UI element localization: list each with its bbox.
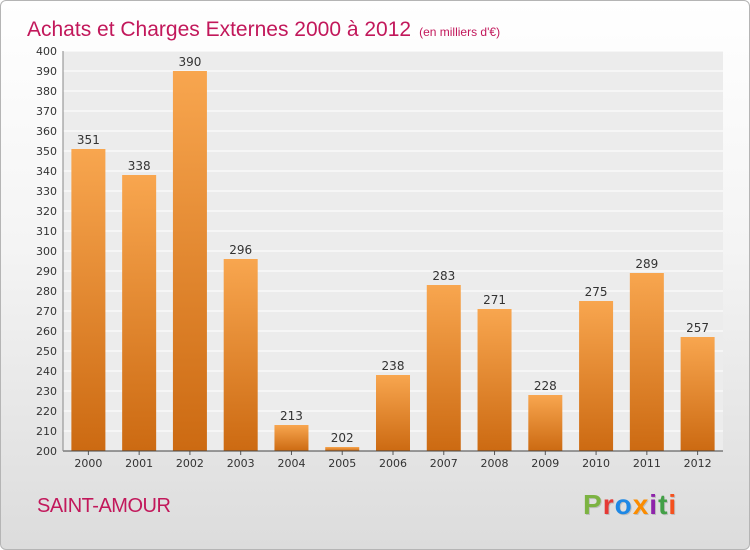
bar-value-label: 202 (331, 431, 354, 445)
bar-value-label: 296 (229, 243, 252, 257)
bar (426, 285, 461, 451)
x-tick-label: 2006 (379, 457, 407, 470)
y-tick-label: 380 (36, 85, 57, 98)
y-tick-label: 320 (36, 205, 57, 218)
y-tick-label: 200 (36, 445, 57, 458)
y-tick-label: 230 (36, 385, 57, 398)
bar-value-label: 238 (382, 359, 405, 373)
x-tick-label: 2000 (74, 457, 102, 470)
x-tick-label: 2004 (277, 457, 305, 470)
chart-title: Achats et Charges Externes 2000 à 2012 (e… (27, 7, 500, 44)
y-tick-label: 330 (36, 185, 57, 198)
logo-letter: r (602, 489, 615, 520)
y-tick-label: 360 (36, 125, 57, 138)
y-tick-label: 310 (36, 225, 57, 238)
bar (629, 273, 664, 451)
bar (325, 447, 360, 451)
y-tick-label: 210 (36, 425, 57, 438)
x-tick-label: 2005 (328, 457, 356, 470)
y-tick-label: 340 (36, 165, 57, 178)
bar-value-label: 338 (128, 159, 151, 173)
y-tick-label: 260 (36, 325, 57, 338)
bar-value-label: 257 (686, 321, 709, 335)
x-tick-label: 2002 (176, 457, 204, 470)
bar (579, 301, 614, 451)
x-tick-label: 2008 (481, 457, 509, 470)
bar-value-label: 213 (280, 409, 303, 423)
y-tick-label: 370 (36, 105, 57, 118)
bar-value-label: 351 (77, 133, 100, 147)
logo-letter: t (658, 489, 669, 520)
y-tick-label: 280 (36, 285, 57, 298)
x-tick-label: 2007 (430, 457, 458, 470)
logo-letter: i (668, 489, 678, 520)
y-tick-label: 350 (36, 145, 57, 158)
bar (71, 149, 106, 451)
x-tick-label: 2010 (582, 457, 610, 470)
x-tick-label: 2012 (684, 457, 712, 470)
y-tick-label: 300 (36, 245, 57, 258)
bar-value-label: 271 (483, 293, 506, 307)
bar (528, 395, 563, 451)
x-tick-label: 2003 (227, 457, 255, 470)
bar (223, 259, 258, 451)
y-tick-label: 390 (36, 65, 57, 78)
bar-value-label: 228 (534, 379, 557, 393)
logo-letter: x (632, 489, 650, 520)
chart-unit: (en milliers d'€) (419, 25, 501, 39)
bar-value-label: 275 (585, 285, 608, 299)
bar (680, 337, 715, 451)
bar (477, 309, 512, 451)
chart-title-text: Achats et Charges Externes 2000 à 2012 (27, 18, 412, 41)
y-tick-label: 290 (36, 265, 57, 278)
y-tick-label: 270 (36, 305, 57, 318)
bar (172, 71, 207, 451)
x-tick-label: 2011 (633, 457, 661, 470)
logo-letter: i (649, 489, 659, 520)
y-tick-label: 220 (36, 405, 57, 418)
x-tick-label: 2009 (531, 457, 559, 470)
y-tick-label: 400 (36, 45, 57, 58)
logo-letter: o (614, 489, 633, 520)
bar (376, 375, 410, 451)
y-tick-label: 240 (36, 365, 57, 378)
proxiti-logo[interactable]: Proxiti (583, 489, 677, 521)
bar-value-label: 289 (635, 257, 658, 271)
y-tick-label: 250 (36, 345, 57, 358)
bar (122, 175, 157, 451)
logo-letter: P (583, 489, 603, 520)
city-name: SAINT-AMOUR (37, 495, 171, 517)
bar (274, 425, 309, 451)
x-tick-label: 2001 (125, 457, 153, 470)
bar-value-label: 390 (178, 55, 201, 69)
bar-value-label: 283 (432, 269, 455, 283)
